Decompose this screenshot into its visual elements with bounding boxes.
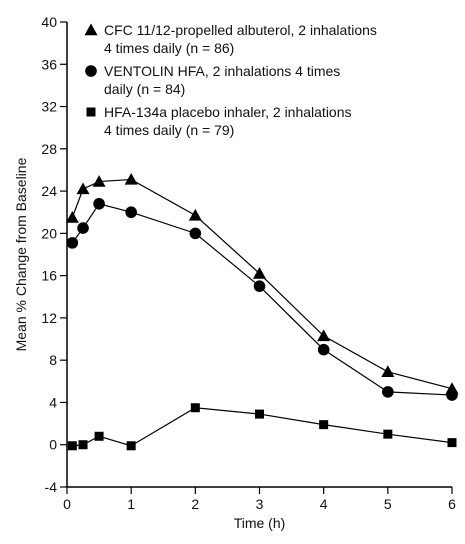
- y-tick-label: 20: [41, 225, 57, 241]
- y-tick-label: 24: [41, 183, 57, 199]
- x-tick-label: 4: [320, 496, 328, 512]
- y-tick-label: -4: [45, 479, 58, 495]
- data-point-triangle: [188, 208, 202, 221]
- data-point-circle: [189, 227, 202, 240]
- x-axis-label: Time (h): [234, 515, 286, 531]
- y-axis-label: Mean % Change from Baseline: [13, 157, 29, 351]
- data-point-circle: [93, 197, 105, 210]
- data-point-circle: [446, 389, 458, 401]
- data-point-circle: [317, 343, 330, 356]
- legend-text: 4 times daily (n = 86): [104, 40, 234, 56]
- legend-entry-square: HFA-134a placebo inhaler, 2 inhalations 4…: [86, 104, 352, 138]
- y-tick-label: 28: [41, 141, 57, 157]
- data-point-square: [319, 420, 329, 430]
- data-point-circle: [253, 280, 266, 293]
- series-group: [65, 172, 459, 451]
- data-point-square: [94, 431, 104, 441]
- data-point-triangle: [317, 329, 331, 342]
- data-point-circle: [125, 206, 137, 219]
- data-point-circle: [66, 237, 79, 249]
- y-tick-label: 12: [41, 310, 57, 326]
- series-line-circle: [71, 203, 453, 396]
- x-tick-label: 1: [127, 496, 135, 512]
- data-point-triangle: [124, 172, 138, 185]
- data-point-triangle: [381, 365, 395, 378]
- legend-marker-circle: [85, 65, 97, 77]
- data-point-square: [126, 441, 136, 451]
- y-tick-label: 36: [41, 56, 57, 72]
- legend: CFC 11/12-propelled albuterol, 2 inhalat…: [84, 22, 377, 138]
- series-triangle: [65, 172, 459, 394]
- y-tick-label: 0: [49, 437, 57, 453]
- data-point-square: [447, 438, 457, 448]
- legend-entry-triangle: CFC 11/12-propelled albuterol, 2 inhalat…: [84, 22, 377, 56]
- data-point-triangle: [253, 267, 266, 279]
- legend-text: daily (n = 84): [104, 81, 185, 97]
- x-tick-label: 3: [256, 496, 264, 512]
- legend-entry-circle: VENTOLIN HFA, 2 inhalations 4 times daily…: [85, 63, 340, 97]
- x-tick-label: 0: [63, 496, 71, 512]
- legend-text: 4 times daily (n = 79): [104, 122, 234, 138]
- data-point-circle: [382, 386, 394, 398]
- data-point-circle: [77, 222, 89, 234]
- x-tick-label: 2: [191, 496, 199, 512]
- data-point-square: [255, 409, 264, 419]
- y-tick-label: 8: [49, 352, 57, 368]
- data-point-triangle: [92, 175, 106, 187]
- y-tick-label: 4: [49, 394, 57, 410]
- x-tick-label: 6: [448, 496, 456, 512]
- legend-text: VENTOLIN HFA, 2 inhalations 4 times: [104, 63, 340, 79]
- y-tick-label: 32: [41, 99, 57, 115]
- data-point-square: [67, 441, 77, 451]
- legend-marker-square: [86, 107, 96, 117]
- legend-text: CFC 11/12-propelled albuterol, 2 inhalat…: [104, 22, 377, 38]
- data-point-triangle: [65, 211, 79, 223]
- y-tick-label: 16: [41, 268, 57, 284]
- y-tick-label: 40: [41, 14, 57, 30]
- x-tick-label: 5: [384, 496, 392, 512]
- data-point-square: [190, 403, 200, 413]
- series-square: [67, 403, 457, 451]
- legend-marker-triangle: [84, 23, 98, 36]
- data-point-square: [383, 429, 393, 439]
- series-circle: [66, 197, 458, 401]
- data-point-triangle: [76, 182, 90, 195]
- legend-text: HFA-134a placebo inhaler, 2 inhalations: [104, 104, 352, 120]
- data-point-square: [78, 440, 88, 450]
